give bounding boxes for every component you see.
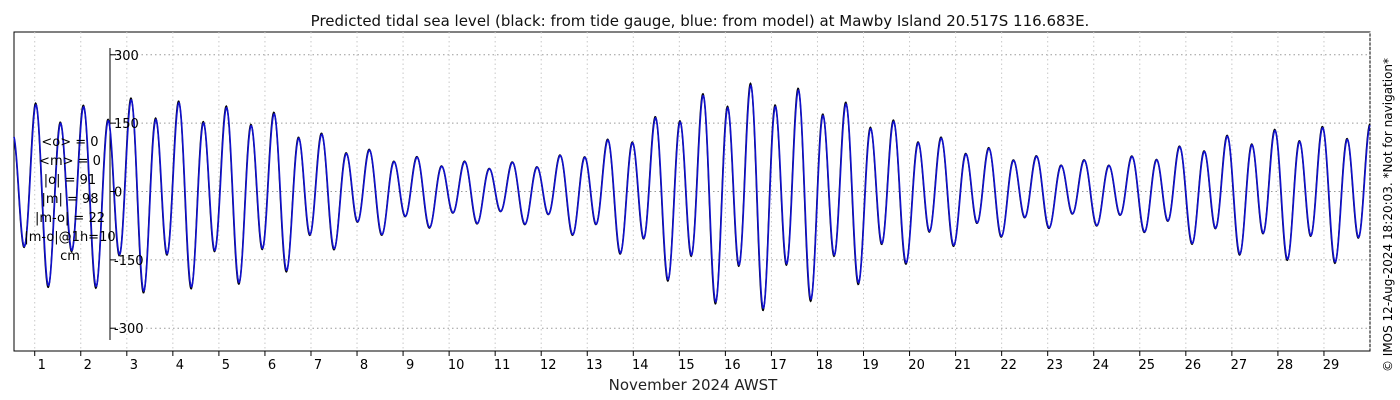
y-tick-label-1: -150: [114, 254, 144, 269]
x-tick-label-18: 18: [816, 358, 833, 373]
x-tick-label-14: 14: [632, 358, 649, 373]
stats-group: <o> = 0 <m> = 0 |o| = 91 |m| = 98 |m-o| = 22…: [24, 135, 115, 264]
xtick-group: 1 2 3 4 5 6 7 8 9 10 11 12 13 14 15 16 17 18 19 20 21 22 23 24 2…: [34, 351, 1340, 373]
x-tick-label-17: 17: [770, 358, 787, 373]
x-tick-label-19: 19: [862, 358, 879, 373]
stat-line-4: |m-o| = 22: [35, 211, 105, 226]
stat-line-1: <m> = 0: [39, 154, 101, 169]
credit-text: © IMOS 12-Aug-2024 18:20:03. *Not for na…: [1381, 58, 1395, 372]
ytick-group: -300 -150 0 150 300: [110, 49, 144, 337]
x-tick-label-21: 21: [954, 358, 971, 373]
x-tick-label-20: 20: [908, 358, 925, 373]
plot-frame-group: [13, 31, 1371, 352]
x-tick-label-15: 15: [678, 358, 695, 373]
stat-line-6: cm: [60, 249, 80, 264]
y-tick-label-0: -300: [114, 322, 144, 337]
stat-line-2: |o| = 91: [44, 173, 96, 188]
x-tick-label-8: 8: [360, 358, 368, 373]
x-tick-label-28: 28: [1277, 358, 1294, 373]
x-tick-label-7: 7: [314, 358, 322, 373]
x-tick-label-25: 25: [1139, 358, 1156, 373]
y-tick-label-3: 150: [114, 117, 139, 132]
x-tick-label-29: 29: [1323, 358, 1340, 373]
x-tick-label-26: 26: [1185, 358, 1202, 373]
x-tick-label-24: 24: [1092, 358, 1109, 373]
x-tick-label-9: 9: [406, 358, 414, 373]
x-tick-label-22: 22: [1000, 358, 1017, 373]
grid-group: [34, 32, 1371, 351]
stat-line-5: |m-o|@1h=10: [24, 230, 115, 245]
stat-line-3: |m| = 98: [41, 192, 98, 207]
x-tick-label-11: 11: [494, 358, 511, 373]
x-tick-label-23: 23: [1046, 358, 1063, 373]
chart-title: Predicted tidal sea level (black: from t…: [311, 12, 1090, 30]
x-tick-label-10: 10: [448, 358, 465, 373]
y-tick-label-2: 0: [114, 186, 122, 201]
x-tick-label-12: 12: [540, 358, 557, 373]
x-tick-label-1: 1: [38, 358, 46, 373]
x-tick-label-3: 3: [130, 358, 138, 373]
x-tick-label-5: 5: [222, 358, 230, 373]
y-tick-label-4: 300: [114, 49, 139, 64]
x-tick-label-4: 4: [176, 358, 184, 373]
x-tick-label-2: 2: [84, 358, 92, 373]
x-axis-label: November 2024 AWST: [609, 376, 779, 394]
x-tick-label-6: 6: [268, 358, 276, 373]
series-line-gauge: [13, 82, 1371, 312]
x-tick-label-27: 27: [1231, 358, 1248, 373]
plot-frame: [13, 31, 1371, 352]
x-tick-label-16: 16: [724, 358, 741, 373]
series-group: [13, 82, 1371, 312]
stat-line-0: <o> = 0: [41, 135, 98, 150]
series-line-model: [13, 84, 1371, 310]
x-tick-label-13: 13: [586, 358, 603, 373]
